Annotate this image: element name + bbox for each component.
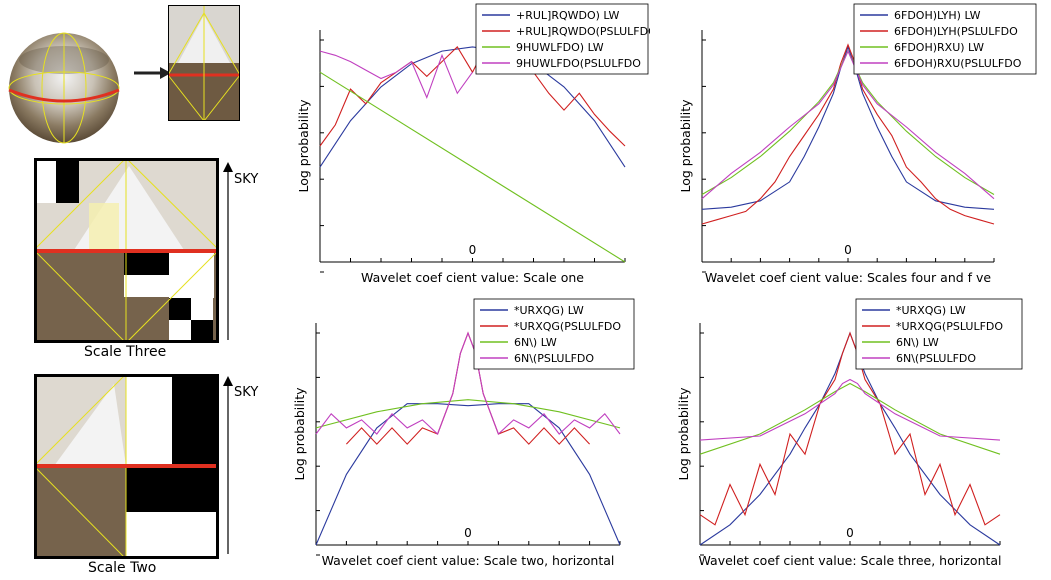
legend-entry: *URXQG) LW: [896, 304, 966, 317]
legend-entry: +RUL]RQWDO(PSLULFDO: [516, 25, 650, 38]
legend-entry: *URXQG) LW: [514, 304, 584, 317]
legend-entry: 6N\) LW: [896, 336, 939, 349]
series-line-2: [699, 382, 1001, 455]
y-axis-label: Log probability: [678, 99, 693, 193]
unwrapped-panorama-image: [168, 5, 240, 121]
chart-scale-two-horizontal: 0 Wavelet coef cient value: Scale two, ho…: [292, 298, 635, 568]
legend-entry: 6N\(PSLULFDO: [896, 352, 976, 365]
legend-entry: 6FDOH)RXU(PSLULFDO: [894, 57, 1022, 70]
legend-entry: 9HUWLFDO(PSLULFDO: [516, 57, 641, 70]
x-axis-label: Wavelet coef cient value: Scale two, hor…: [322, 553, 615, 568]
series-line-0: [701, 45, 995, 210]
scale-two-image: [34, 374, 219, 559]
spherical-panorama-image: [8, 32, 120, 144]
series-line-3: [701, 49, 995, 200]
series-line-3: [319, 50, 473, 100]
scale-two-label: Scale Two: [88, 560, 157, 576]
x-tick-label: 0: [844, 243, 852, 257]
series-line-3: [315, 331, 621, 435]
series-line-0: [315, 403, 621, 546]
x-axis-label: Wavelet coef cient value: Scale three, h…: [698, 553, 1001, 568]
series-line-2: [315, 399, 621, 429]
legend-entry: +RUL]RQWDO) LW: [516, 9, 620, 22]
chart-scales-four-five: 0 Wavelet coef cient value: Scales four a…: [678, 3, 1037, 285]
arrow-right-icon: [134, 67, 171, 79]
y-axis-label: Log probability: [296, 99, 311, 193]
legend-entry: *URXQG(PSLULFDO: [514, 320, 621, 333]
legend-entry: 6FDOH)RXU) LW: [894, 41, 984, 54]
legend-entry: 9HUWLFDO) LW: [516, 41, 604, 54]
series-line-3: [699, 378, 1001, 441]
y-axis-label: Log probability: [676, 387, 691, 481]
chart-scale-one: 0 Wavelet coef cient value: Scale one Log …: [296, 3, 650, 285]
legend-entry: 6N\(PSLULFDO: [514, 352, 594, 365]
x-axis-label: Wavelet coef cient value: Scales four an…: [705, 270, 992, 285]
sky-label: SKY: [234, 172, 259, 187]
scale-three-label: Scale Three: [84, 344, 167, 360]
x-tick-label: 0: [469, 243, 477, 257]
series-line-2: [319, 71, 626, 263]
x-tick-label: 0: [846, 526, 854, 540]
legend-entry: 6FDOH)LYH(PSLULFDO: [894, 25, 1018, 38]
legend-entry: 6N\) LW: [514, 336, 557, 349]
sky-arrow-icon: [223, 162, 233, 340]
sky-label: SKY: [234, 385, 259, 400]
chart-scale-three-horizontal: 0 Wavelet coef cient value: Scale three, …: [676, 298, 1023, 568]
image-column: SKY Scale Three SKY Scale Two: [0, 0, 290, 580]
scale-three-image: [34, 158, 219, 343]
series-line-1: [701, 43, 995, 225]
x-tick-label: 0: [464, 526, 472, 540]
legend-entry: 6FDOH)LYH) LW: [894, 9, 981, 22]
legend-entry: *URXQG(PSLULFDO: [896, 320, 1003, 333]
sky-arrow-icon: [223, 376, 233, 554]
series-line-1: [699, 331, 1001, 526]
y-axis-label: Log probability: [292, 387, 307, 481]
x-axis-label: Wavelet coef cient value: Scale one: [361, 270, 584, 285]
